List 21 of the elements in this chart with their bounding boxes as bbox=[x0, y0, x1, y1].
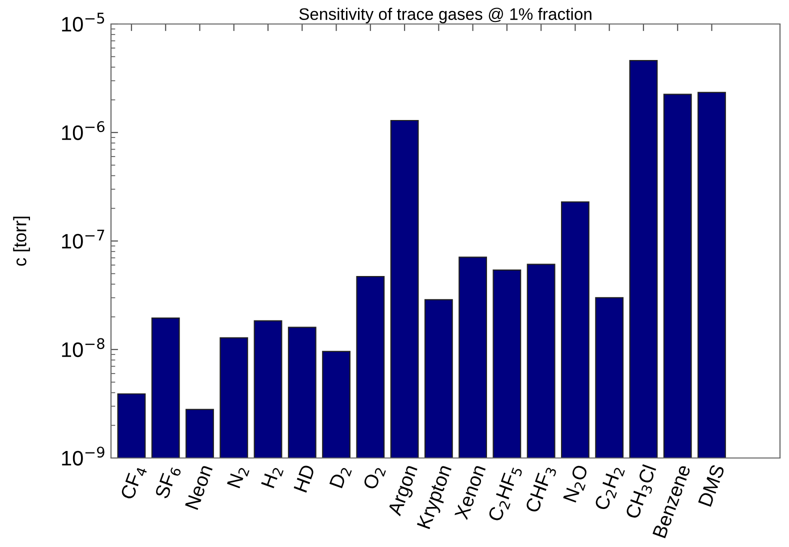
x-tick-label: SF$_{6}$ bbox=[154, 464, 182, 500]
x-tick-label: Neon bbox=[185, 464, 213, 510]
x-tick-label: H$_{2}$ bbox=[261, 464, 284, 490]
y-tick-label: 10$^{−9}$ bbox=[62, 446, 104, 466]
x-tick-label: D$_{2}$ bbox=[329, 464, 352, 490]
x-tick-label: CHF$_{3}$ bbox=[524, 464, 557, 514]
x-tick-label: CF$_{4}$ bbox=[120, 464, 148, 502]
x-tick-label: N$_{2}$ bbox=[227, 464, 250, 490]
x-tick-label: O$_{2}$ bbox=[362, 464, 386, 492]
x-tick-label: Xenon bbox=[454, 464, 486, 520]
x-tick-label: N$_{2}$O bbox=[562, 464, 592, 504]
y-axis-title: c [torr] bbox=[13, 216, 30, 266]
x-tick-label: DMS bbox=[698, 464, 725, 507]
x-tick-label: C$_{2}$HF$_{5}$ bbox=[488, 464, 523, 524]
y-tick-label: 10$^{−5}$ bbox=[62, 12, 104, 32]
y-tick-label: 10$^{−7}$ bbox=[62, 230, 104, 249]
x-tick-label: HD bbox=[294, 464, 316, 493]
x-tick-label: C$_{2}$H$_{2}$ bbox=[594, 464, 625, 512]
y-tick-label: 10$^{−8}$ bbox=[62, 338, 104, 358]
y-tick-label: 10$^{−6}$ bbox=[62, 121, 104, 140]
chart-title: Sensitivity of trace gases @ 1% fraction bbox=[299, 8, 592, 24]
